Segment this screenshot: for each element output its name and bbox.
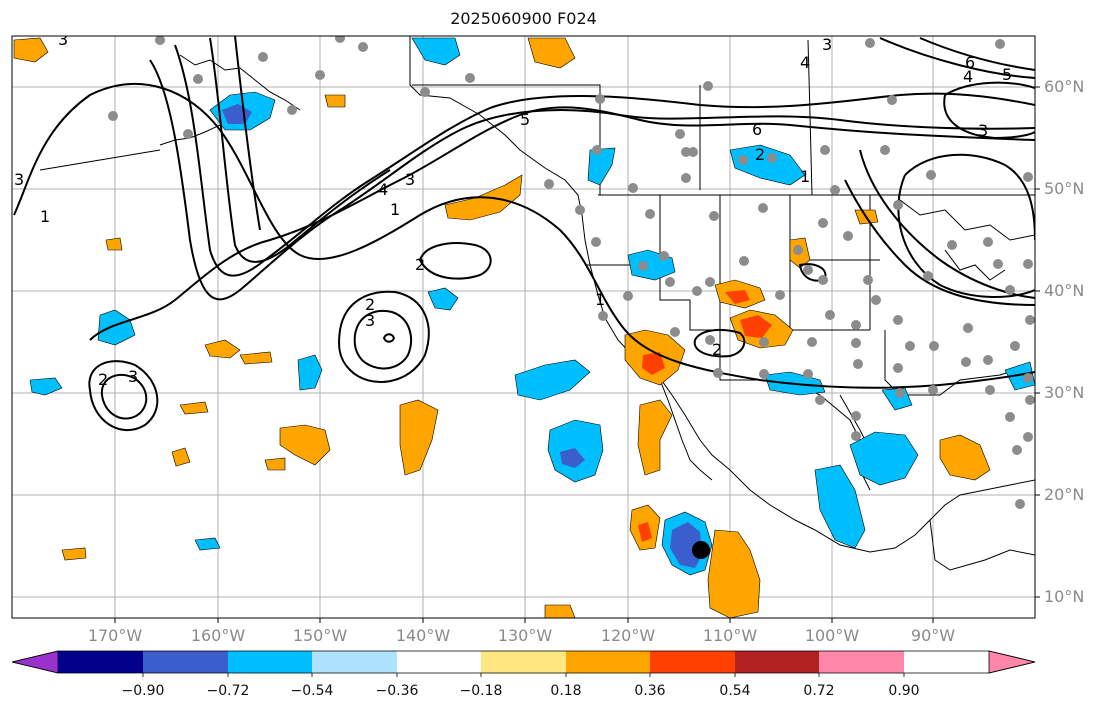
colorbar-tick: 0.54 <box>719 683 751 699</box>
svg-text:1: 1 <box>40 207 50 226</box>
svg-text:3: 3 <box>365 311 375 330</box>
graticule <box>12 36 1035 618</box>
colorbar-tick: −0.90 <box>121 683 165 699</box>
lon-label-120w: 120°W <box>600 626 656 645</box>
map-title: 2025060900 F024 <box>450 9 597 28</box>
colorbar-tick: −0.72 <box>206 683 250 699</box>
svg-text:5: 5 <box>1002 65 1012 84</box>
lat-label-50n: 50°N <box>1044 179 1085 198</box>
axis-ticks <box>114 86 1040 623</box>
lat-label-60n: 60°N <box>1044 77 1085 96</box>
colorbar-extend-max <box>988 650 1036 674</box>
colorbar-bin <box>312 651 397 673</box>
lon-label-130w: 130°W <box>497 626 553 645</box>
colorbar-outline <box>11 650 1036 674</box>
svg-text:2: 2 <box>365 295 375 314</box>
lat-label-10n: 10°N <box>1044 587 1085 606</box>
svg-text:5: 5 <box>520 110 530 129</box>
lon-label-170w: 170°W <box>87 626 143 645</box>
lat-label-20n: 20°N <box>1044 485 1085 504</box>
svg-text:6: 6 <box>965 53 975 72</box>
svg-text:3: 3 <box>822 35 832 54</box>
colorbar-tick: 0.90 <box>888 683 920 699</box>
lon-label-140w: 140°W <box>395 626 451 645</box>
colorbar <box>11 650 1036 677</box>
svg-text:3: 3 <box>58 30 68 49</box>
svg-text:1: 1 <box>595 290 605 309</box>
svg-text:3: 3 <box>405 170 415 189</box>
lat-label-40n: 40°N <box>1044 281 1085 300</box>
svg-text:4: 4 <box>800 53 810 72</box>
lon-label-150w: 150°W <box>292 626 348 645</box>
colorbar-bin <box>143 651 228 673</box>
map-frame <box>11 35 1036 619</box>
storm-marker <box>692 541 710 559</box>
colorbar-bin <box>397 651 481 673</box>
svg-text:2: 2 <box>755 145 765 164</box>
colorbar-bin <box>819 651 904 673</box>
colorbar-tick: −0.54 <box>290 683 334 699</box>
lon-label-100w: 100°W <box>804 626 860 645</box>
lon-label-160w: 160°W <box>190 626 246 645</box>
svg-text:3: 3 <box>978 121 988 140</box>
colorbar-tick: 0.72 <box>803 683 835 699</box>
svg-text:3: 3 <box>128 367 138 386</box>
svg-text:1: 1 <box>390 200 400 219</box>
colorbar-bin <box>650 651 735 673</box>
lon-label-90w: 90°W <box>910 626 956 645</box>
contour-labels: 1 1 1 1 2 2 2 2 2 3 3 3 3 3 3 3 4 4 4 5 … <box>14 30 1012 389</box>
colorbar-bin <box>58 651 143 673</box>
colorbar-bin <box>566 651 650 673</box>
svg-text:1: 1 <box>800 167 810 186</box>
svg-text:4: 4 <box>378 180 388 199</box>
svg-text:6: 6 <box>752 120 762 139</box>
lon-label-110w: 110°W <box>702 626 758 645</box>
colorbar-bin <box>481 651 566 673</box>
colorbar-extend-min <box>11 650 59 674</box>
colorbar-bin <box>228 651 312 673</box>
colorbar-bin <box>735 651 819 673</box>
svg-text:2: 2 <box>415 255 425 274</box>
station-markers <box>108 36 1035 509</box>
coastlines <box>39 36 1035 571</box>
svg-text:3: 3 <box>14 170 24 189</box>
colorbar-tick: −0.18 <box>459 683 503 699</box>
svg-text:2: 2 <box>712 340 722 359</box>
lat-label-30n: 30°N <box>1044 383 1085 402</box>
colorbar-tick: 0.36 <box>634 683 666 699</box>
colorbar-tick: 0.18 <box>550 683 582 699</box>
negative-fill-regions <box>29 37 1035 576</box>
positive-fill-regions <box>13 37 991 618</box>
strong-positive-fill <box>638 290 772 542</box>
svg-text:2: 2 <box>98 370 108 389</box>
colorbar-tick: −0.36 <box>375 683 419 699</box>
svg-text:4: 4 <box>963 67 973 86</box>
